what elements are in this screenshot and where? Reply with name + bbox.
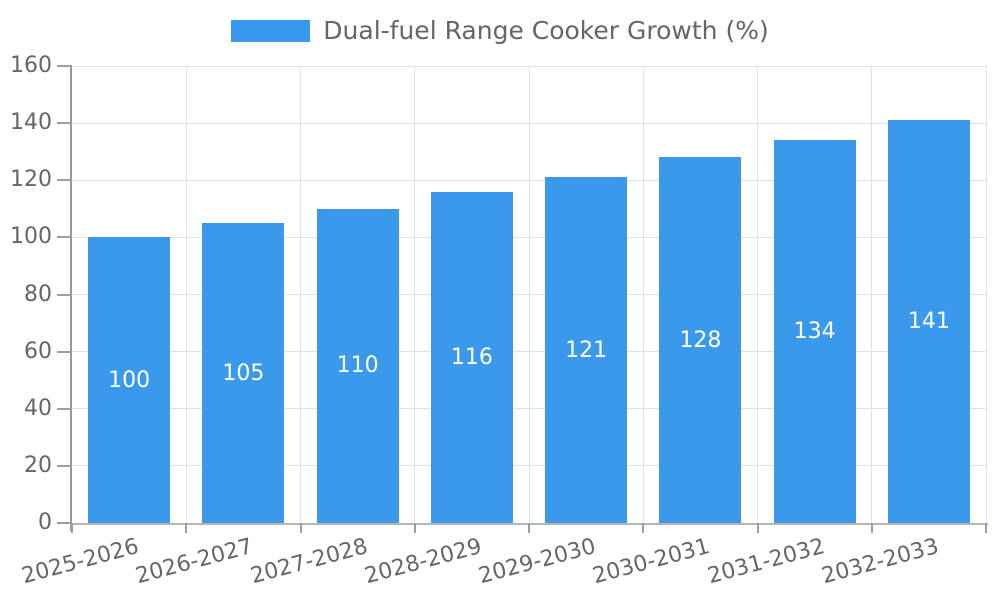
y-tick-label: 80 [24, 281, 52, 307]
x-axis-tick [299, 523, 302, 533]
x-axis-tick [756, 523, 759, 533]
plot-area: 0 20 40 60 80 100 120 140 160 100 2025-2026 105 2026… [10, 53, 988, 589]
y-axis-tick [57, 522, 72, 524]
bar[interactable]: 110 [316, 208, 399, 523]
y-tick-label: 60 [24, 338, 52, 364]
x-tick-label: 2032-2033 [819, 534, 942, 590]
y-axis-tick [57, 464, 72, 467]
y-tick-label: 100 [10, 224, 52, 250]
bar[interactable]: 141 [887, 120, 970, 523]
legend-item[interactable]: Dual-fuel Range Cooker Growth (%) [231, 16, 769, 45]
x-tick-label: 2030-2031 [590, 534, 713, 590]
bar[interactable]: 121 [545, 177, 628, 523]
bar[interactable]: 105 [202, 223, 285, 523]
y-axis-line [70, 66, 72, 531]
y-axis-tick [57, 122, 72, 125]
y-tick-label: 160 [10, 53, 52, 78]
grid-line-vertical [871, 66, 873, 523]
y-tick-label: 20 [24, 452, 52, 478]
x-axis-tick [870, 523, 873, 533]
y-tick-label: 140 [10, 110, 52, 136]
bar-value-label: 110 [336, 353, 379, 379]
x-tick-label: 2027-2028 [247, 534, 371, 590]
y-axis-tick [57, 350, 72, 353]
y-tick-label: 40 [24, 395, 52, 421]
bar-value-label: 134 [793, 319, 836, 345]
grid-line-vertical [414, 66, 416, 523]
x-tick-label: 2029-2030 [476, 534, 599, 590]
bar-value-label: 128 [679, 327, 722, 353]
legend-swatch [231, 19, 311, 42]
x-tick-label: 2031-2032 [704, 534, 828, 590]
x-tick-label: 2026-2027 [133, 534, 256, 590]
grid-line-vertical [528, 66, 530, 523]
y-tick-label: 120 [10, 167, 52, 193]
bar[interactable]: 128 [659, 157, 742, 523]
legend: Dual-fuel Range Cooker Growth (%) [0, 16, 1000, 45]
bar-value-label: 141 [907, 309, 950, 335]
y-axis-tick [57, 293, 72, 296]
x-axis-tick [985, 523, 987, 533]
bar-value-label: 105 [222, 360, 265, 386]
x-axis-tick [413, 523, 416, 533]
y-tick-label: 0 [38, 510, 52, 535]
y-axis-tick [57, 407, 72, 410]
grid-line-vertical [185, 66, 187, 523]
bar-value-label: 100 [108, 367, 151, 393]
bar[interactable]: 116 [430, 191, 513, 523]
x-tick-label: 2025-2026 [19, 534, 142, 590]
x-tick-label: 2028-2029 [362, 534, 485, 590]
y-axis-tick [57, 236, 72, 239]
legend-label: Dual-fuel Range Cooker Growth (%) [323, 16, 769, 45]
x-axis-tick [642, 523, 645, 533]
bar[interactable]: 134 [773, 140, 856, 523]
y-axis-tick [57, 65, 72, 67]
x-axis-tick [528, 523, 530, 533]
x-axis-tick [71, 523, 73, 533]
bar[interactable]: 100 [88, 237, 171, 523]
x-axis-tick [185, 523, 188, 533]
bar-value-label: 121 [565, 337, 608, 363]
grid-line-vertical [300, 66, 301, 523]
y-axis-tick [57, 179, 72, 182]
bar-value-label: 116 [450, 344, 493, 370]
grid-line-vertical [757, 66, 758, 523]
grid-line-vertical [985, 66, 987, 523]
grid-line-vertical [642, 66, 644, 523]
